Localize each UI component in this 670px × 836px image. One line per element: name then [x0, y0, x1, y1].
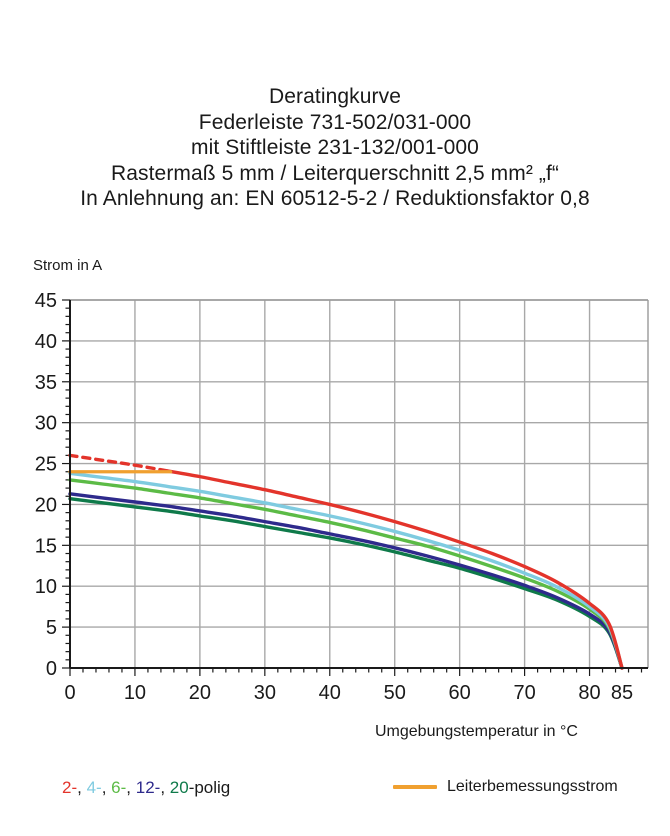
svg-text:0: 0 — [46, 658, 57, 680]
legend-pole-6: 6- — [111, 778, 127, 797]
svg-text:40: 40 — [35, 331, 57, 353]
legend-rated-current: Leiterbemessungsstrom — [393, 778, 618, 796]
svg-text:40: 40 — [319, 682, 341, 704]
svg-text:10: 10 — [35, 576, 57, 598]
rated-current-label: Leiterbemessungsstrom — [447, 778, 618, 795]
legend-separator: , — [160, 778, 170, 797]
svg-text:80: 80 — [578, 682, 600, 704]
legend-pole-4: 4- — [86, 778, 102, 797]
chart-legend: 2-, 4-, 6-, 12-, 20-polig Leiterbemessun… — [0, 778, 670, 808]
svg-text:60: 60 — [449, 682, 471, 704]
title-line-3: mit Stiftleiste 231-132/001-000 — [191, 136, 479, 159]
svg-text:35: 35 — [35, 372, 57, 394]
chart-title-block: Deratingkurve Federleiste 731-502/031-00… — [0, 84, 670, 212]
chart-axis-frame — [69, 299, 649, 669]
svg-text:30: 30 — [254, 682, 276, 704]
svg-text:45: 45 — [35, 290, 57, 312]
chart-series-layer — [68, 453, 624, 670]
svg-text:0: 0 — [64, 682, 75, 704]
svg-text:20: 20 — [189, 682, 211, 704]
legend-separator: , — [126, 778, 136, 797]
legend-pole-2: 2- — [62, 778, 78, 797]
y-axis-caption: Strom in A — [33, 257, 103, 274]
svg-text:20: 20 — [35, 494, 57, 516]
chart-tick-labels: 0 5 10 15 20 25 30 35 40 45 0 10 20 30 40 50 60 70 80 85 — [35, 290, 633, 704]
title-line-2: Federleiste 731-502/031-000 — [198, 110, 472, 134]
derating-chart: 0 5 10 15 20 25 30 35 40 45 0 10 20 30 40 50 60 70 80 85 — [0, 268, 670, 708]
title-line-5: In Anlehnung an: EN 60512-5-2 / Reduktio… — [80, 187, 590, 210]
title-line-4: Rastermaß 5 mm / Leiterquerschnitt 2,5 m… — [110, 161, 560, 185]
legend-pole-20: 20 — [169, 778, 189, 797]
title-line-1: Deratingkurve — [268, 85, 402, 108]
svg-text:25: 25 — [35, 454, 57, 476]
chart-ticks — [62, 299, 643, 676]
svg-text:50: 50 — [384, 682, 406, 704]
svg-text:10: 10 — [124, 682, 146, 704]
rated-current-line-swatch — [393, 785, 437, 789]
svg-text:5: 5 — [46, 617, 57, 639]
legend-poles: 2-, 4-, 6-, 12-, 20-polig — [62, 778, 230, 798]
legend-separator: , — [77, 778, 87, 797]
svg-text:85: 85 — [611, 682, 633, 704]
legend-separator: , — [101, 778, 112, 797]
svg-text:15: 15 — [35, 535, 57, 557]
x-axis-caption: Umgebungstemperatur in °C — [375, 723, 578, 740]
svg-text:30: 30 — [35, 413, 57, 435]
legend-pole-12: 12- — [135, 778, 161, 797]
svg-text:70: 70 — [513, 682, 535, 704]
derating-chart-svg: 0 5 10 15 20 25 30 35 40 45 0 10 20 30 40 50 60 70 80 85 — [35, 290, 649, 704]
legend-poles-suffix: -polig — [188, 778, 231, 797]
